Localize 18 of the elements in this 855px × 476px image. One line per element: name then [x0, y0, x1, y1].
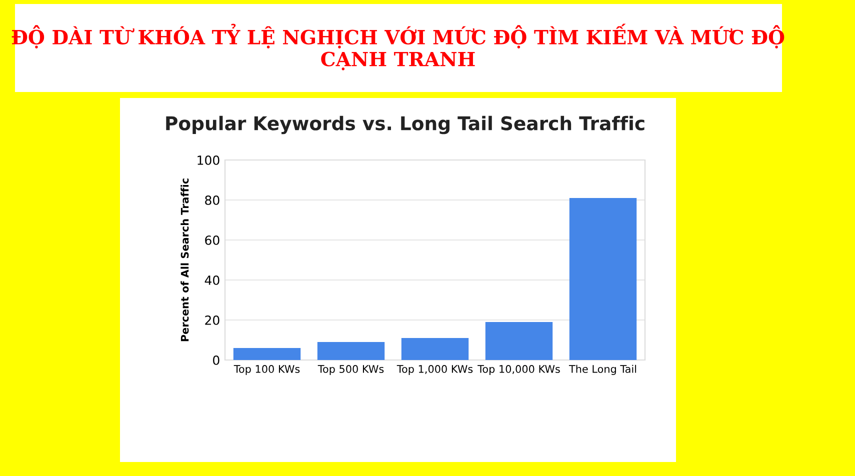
bar	[485, 322, 553, 360]
y-tick-label: 20	[205, 315, 220, 325]
x-tick-label: Top 500 KWs	[318, 365, 384, 375]
bar	[233, 348, 301, 360]
x-tick-label: Top 1,000 KWs	[396, 365, 473, 375]
y-tick-label: 100	[198, 155, 220, 165]
bar	[317, 342, 385, 360]
y-tick-label: 60	[205, 235, 220, 245]
y-tick-label: 80	[205, 195, 220, 205]
x-tick-label: The Long Tail	[568, 364, 636, 375]
bar	[401, 338, 469, 360]
x-tick-label: Top 100 KWs	[234, 365, 300, 375]
chart-subtitle: Popular Keywords vs. Long Tail Search Traffic	[166, 116, 644, 134]
y-tick-label: 0	[213, 355, 220, 365]
y-axis-title: Percent of All Search Traffic	[180, 178, 189, 342]
x-tick-label: Top 10,000 KWs	[478, 365, 560, 375]
y-tick-label: 40	[204, 275, 220, 285]
bar	[569, 198, 637, 360]
